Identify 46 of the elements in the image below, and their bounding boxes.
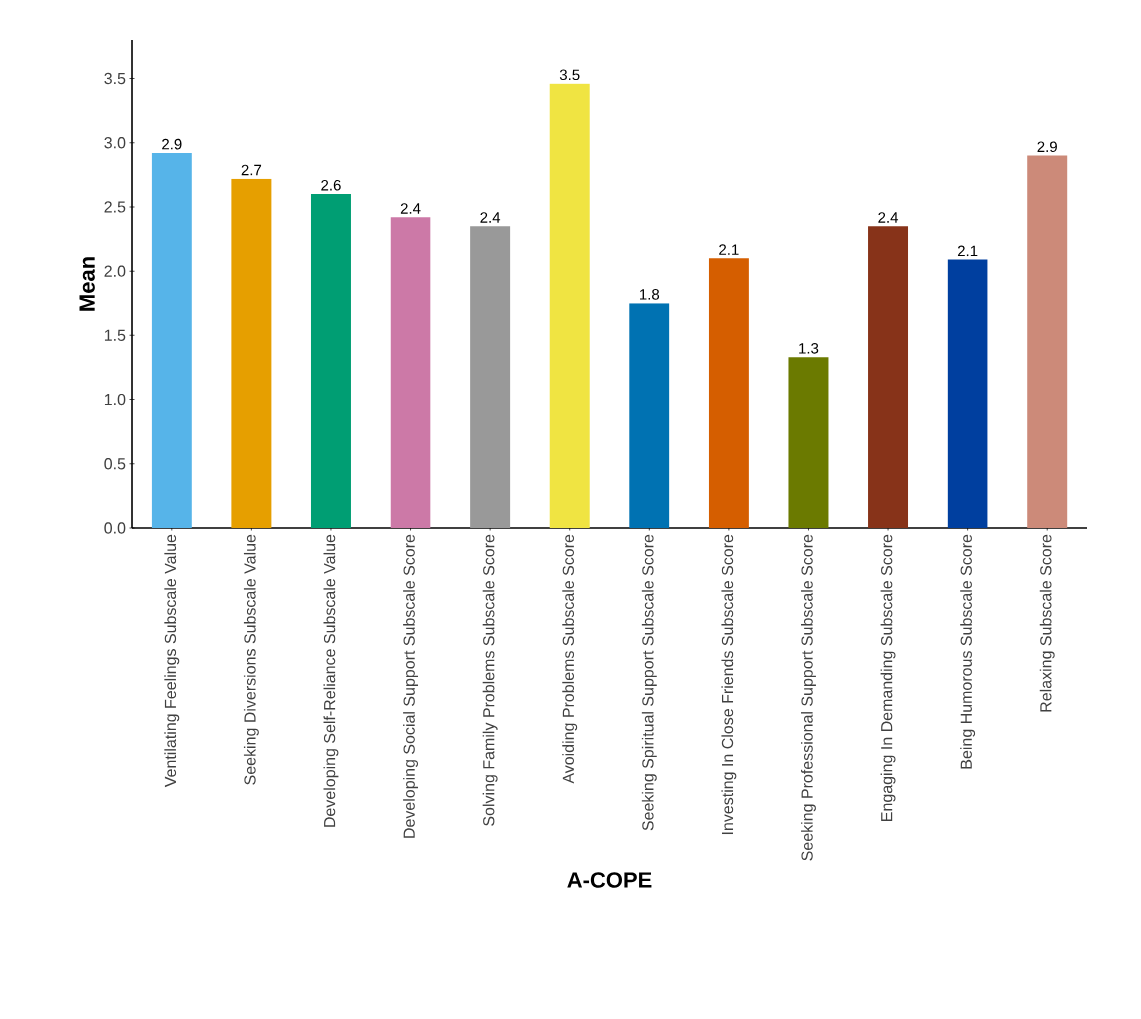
bar	[549, 83, 590, 528]
bar	[629, 303, 670, 528]
bar	[231, 178, 272, 528]
y-tick-label: 1.5	[104, 329, 126, 341]
x-tick-label: Engaging In Demanding Subscale Score	[880, 534, 896, 821]
data-label: 2.7	[241, 164, 262, 176]
bar	[1027, 155, 1068, 528]
data-label: 2.9	[1037, 141, 1057, 153]
x-tick-label: Developing Social Support Subscale Score	[403, 534, 419, 838]
y-tick-label: 3.5	[104, 72, 126, 85]
bar	[390, 217, 431, 528]
data-label: 2.4	[400, 203, 421, 214]
x-tick-label: Ventilating Feelings Subscale Value	[164, 534, 180, 788]
y-tick-label: 0.5	[104, 458, 126, 470]
x-tick-label: Seeking Diversions Subscale Value	[243, 534, 259, 785]
y-tick-label: 0.0	[104, 522, 126, 534]
y-tick-label: 3.0	[104, 137, 126, 149]
data-label: 2.9	[162, 138, 182, 150]
data-label: 1.3	[799, 343, 819, 354]
y-tick-label: 2.0	[104, 265, 126, 277]
x-tick-label: Relaxing Subscale Score	[1039, 534, 1055, 712]
data-label: 2.4	[878, 212, 899, 223]
x-tick-label: Seeking Spiritual Support Subscale Score	[641, 534, 657, 831]
bar	[947, 259, 988, 528]
bar	[708, 258, 749, 528]
y-tick-label: 2.5	[104, 201, 126, 213]
bar	[470, 226, 511, 528]
x-tick-label: Being Humorous Subscale Score	[960, 534, 976, 769]
y-tick-label: 1.0	[104, 393, 126, 406]
data-label: 1.8	[640, 289, 660, 300]
data-label: 2.6	[321, 179, 341, 191]
data-label: 2.4	[480, 212, 501, 223]
data-label: 3.5	[559, 69, 580, 81]
x-tick-label: Solving Family Problems Subscale Score	[482, 534, 498, 826]
x-tick-label: Investing In Close Friends Subscale Score	[721, 534, 737, 835]
x-axis-title: A-COPE	[567, 872, 652, 888]
bar	[868, 226, 909, 528]
x-tick-label: Seeking Professional Support Subscale Score	[801, 534, 816, 861]
x-tick-label: Avoiding Problems Subscale Score	[562, 534, 578, 784]
x-tick-label: Developing Self-Reliance Subscale Value	[323, 534, 339, 827]
y-axis-title: Mean	[79, 257, 95, 311]
bar	[788, 357, 829, 528]
data-label: 2.1	[719, 244, 739, 255]
data-label: 2.1	[957, 245, 978, 257]
bar	[310, 194, 351, 528]
bar	[151, 153, 192, 528]
